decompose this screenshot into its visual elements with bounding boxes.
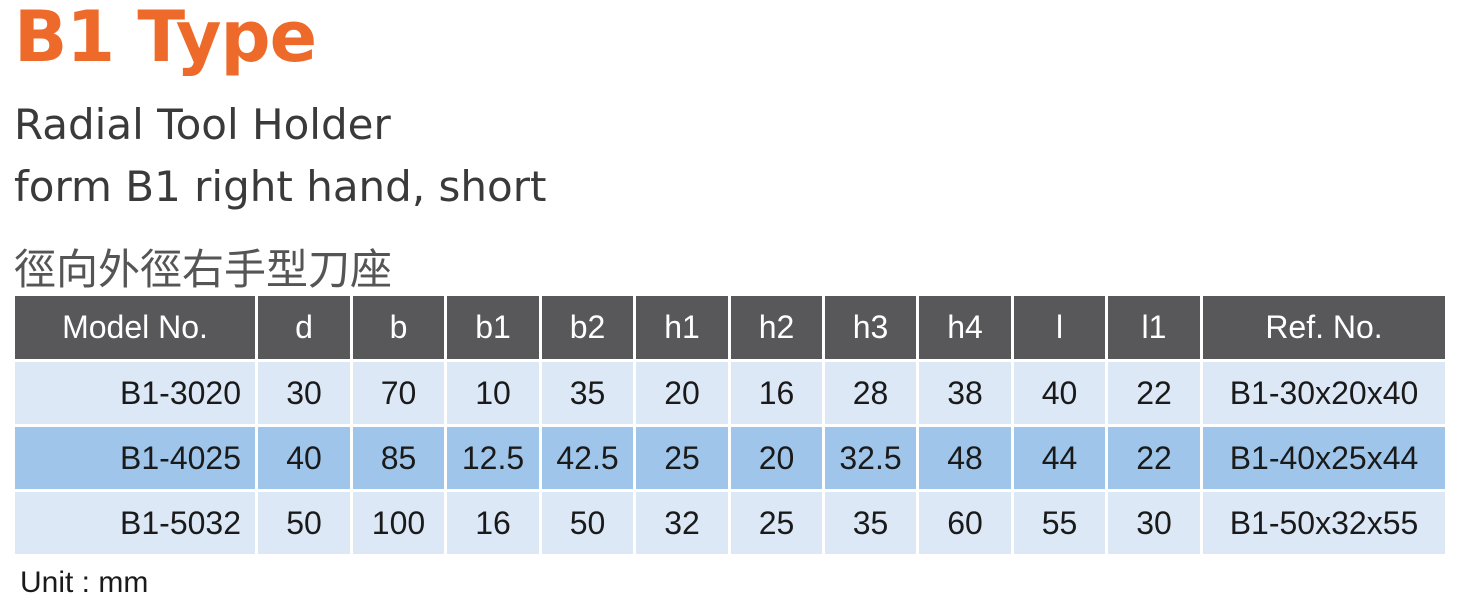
value-cell: 16 — [447, 492, 539, 554]
value-cell: 20 — [731, 427, 822, 489]
column-header: h4 — [919, 296, 1011, 359]
page-title: B1 Type — [14, 0, 317, 78]
value-cell: 70 — [353, 362, 444, 424]
value-cell: 32.5 — [825, 427, 916, 489]
value-cell: 50 — [258, 492, 350, 554]
model-cell: B1-3020 — [15, 362, 255, 424]
value-cell: 85 — [353, 427, 444, 489]
value-cell: 25 — [731, 492, 822, 554]
value-cell: 22 — [1108, 362, 1200, 424]
column-header: Ref. No. — [1203, 296, 1445, 359]
table-row: B1-4025 40 85 12.5 42.5 25 20 32.5 48 44 22 B1-40x2… — [15, 427, 1445, 489]
ref-cell: B1-50x32x55 — [1203, 492, 1445, 554]
column-header: Model No. — [15, 296, 255, 359]
value-cell: 20 — [636, 362, 728, 424]
value-cell: 48 — [919, 427, 1011, 489]
table-row: B1-3020 30 70 10 35 20 16 28 38 40 22 B1-30x20x40 — [15, 362, 1445, 424]
column-header: h3 — [825, 296, 916, 359]
value-cell: 40 — [1014, 362, 1105, 424]
header-row: Model No. d b b1 b2 h1 h2 h3 h4 l l1 Ref. No. — [15, 296, 1445, 359]
column-header: d — [258, 296, 350, 359]
value-cell: 30 — [258, 362, 350, 424]
value-cell: 35 — [825, 492, 916, 554]
subtitle-form: form B1 right hand, short — [14, 162, 547, 211]
column-header: l — [1014, 296, 1105, 359]
subtitle-zh: 徑向外徑右手型刀座 — [14, 245, 393, 294]
value-cell: 32 — [636, 492, 728, 554]
model-cell: B1-5032 — [15, 492, 255, 554]
value-cell: 10 — [447, 362, 539, 424]
value-cell: 42.5 — [542, 427, 633, 489]
ref-cell: B1-30x20x40 — [1203, 362, 1445, 424]
column-header: l1 — [1108, 296, 1200, 359]
value-cell: 60 — [919, 492, 1011, 554]
value-cell: 25 — [636, 427, 728, 489]
subtitle-en: Radial Tool Holder — [14, 100, 391, 149]
value-cell: 28 — [825, 362, 916, 424]
table-row: B1-5032 50 100 16 50 32 25 35 60 55 30 B1-50x32x55 — [15, 492, 1445, 554]
value-cell: 12.5 — [447, 427, 539, 489]
column-header: h1 — [636, 296, 728, 359]
value-cell: 22 — [1108, 427, 1200, 489]
value-cell: 40 — [258, 427, 350, 489]
unit-note: Unit : mm — [20, 566, 149, 599]
value-cell: 30 — [1108, 492, 1200, 554]
column-header: b — [353, 296, 444, 359]
value-cell: 16 — [731, 362, 822, 424]
model-cell: B1-4025 — [15, 427, 255, 489]
column-header: b2 — [542, 296, 633, 359]
spec-table: Model No. d b b1 b2 h1 h2 h3 h4 l l1 Ref. No. B1-30… — [12, 293, 1448, 557]
column-header: b1 — [447, 296, 539, 359]
value-cell: 55 — [1014, 492, 1105, 554]
value-cell: 100 — [353, 492, 444, 554]
value-cell: 38 — [919, 362, 1011, 424]
ref-cell: B1-40x25x44 — [1203, 427, 1445, 489]
value-cell: 35 — [542, 362, 633, 424]
column-header: h2 — [731, 296, 822, 359]
value-cell: 50 — [542, 492, 633, 554]
value-cell: 44 — [1014, 427, 1105, 489]
